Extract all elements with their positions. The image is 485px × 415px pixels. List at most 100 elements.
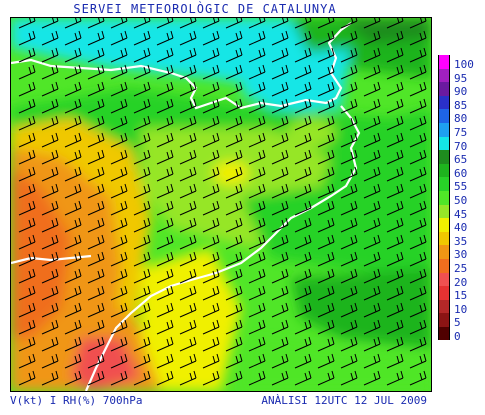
- wind-barb: [64, 302, 82, 318]
- wind-barb: [64, 64, 82, 80]
- wind-barb: [317, 336, 335, 352]
- wind-barb: [202, 47, 220, 63]
- wind-barb: [64, 353, 82, 369]
- wind-barb: [363, 47, 381, 63]
- wind-barb: [409, 30, 427, 46]
- wind-barb: [225, 115, 243, 131]
- wind-barb: [225, 336, 243, 352]
- wind-barb: [110, 319, 128, 335]
- wind-barb: [202, 319, 220, 335]
- wind-barb: [64, 268, 82, 284]
- field-65: [341, 18, 431, 43]
- wind-barb: [64, 183, 82, 199]
- wind-barb: [248, 81, 266, 97]
- legend-swatch: [438, 150, 450, 164]
- wind-barb: [340, 149, 358, 165]
- wind-barb: [386, 285, 404, 301]
- wind-barb: [87, 200, 105, 216]
- wind-barb: [18, 302, 36, 318]
- wind-barb: [271, 353, 289, 369]
- wind-barb: [363, 18, 381, 29]
- wind-barb: [340, 319, 358, 335]
- wind-barb: [317, 47, 335, 63]
- wind-barb: [409, 268, 427, 284]
- wind-barb: [110, 132, 128, 148]
- wind-barb: [317, 98, 335, 114]
- wind-barb: [271, 149, 289, 165]
- wind-barb: [133, 30, 151, 46]
- wind-barb: [363, 64, 381, 80]
- wind-barb: [41, 200, 59, 216]
- wind-barb: [271, 81, 289, 97]
- wind-barb: [179, 302, 197, 318]
- wind-barb: [110, 30, 128, 46]
- legend-label: 70: [454, 139, 468, 153]
- wind-barb: [18, 18, 36, 29]
- wind-barb: [294, 166, 312, 182]
- wind-barb: [87, 217, 105, 233]
- wind-barb: [409, 319, 427, 335]
- wind-barb: [409, 336, 427, 352]
- wind-barb: [87, 149, 105, 165]
- legend-swatch: [438, 68, 450, 83]
- wind-barb: [225, 30, 243, 46]
- wind-barb: [156, 47, 174, 63]
- wind-barb: [41, 251, 59, 267]
- wind-barb: [386, 319, 404, 335]
- wind-barb: [225, 183, 243, 199]
- legend-label: 15: [454, 289, 468, 303]
- wind-barb: [202, 132, 220, 148]
- wind-barb: [202, 268, 220, 284]
- wind-barb: [18, 336, 36, 352]
- wind-barb: [64, 217, 82, 233]
- wind-barb: [179, 30, 197, 46]
- wind-barb: [248, 98, 266, 114]
- wind-barb: [386, 268, 404, 284]
- wind-barb: [133, 217, 151, 233]
- wind-barb: [248, 149, 266, 165]
- wind-barb: [133, 115, 151, 131]
- wind-barb: [41, 98, 59, 114]
- wind-barb: [41, 115, 59, 131]
- legend-swatch: [438, 190, 450, 205]
- wind-barb: [179, 166, 197, 182]
- wind-barb: [248, 370, 266, 386]
- wind-barb: [409, 98, 427, 114]
- wind-barb: [317, 217, 335, 233]
- wind-barb: [363, 98, 381, 114]
- wind-barb: [294, 64, 312, 80]
- wind-barb: [18, 64, 36, 80]
- wind-barb: [18, 234, 36, 250]
- wind-barb: [294, 370, 312, 386]
- wind-barb: [386, 302, 404, 318]
- wind-barb: [294, 234, 312, 250]
- legend-swatch: [438, 55, 450, 69]
- wind-barb: [202, 217, 220, 233]
- wind-barb: [340, 98, 358, 114]
- wind-barb: [41, 64, 59, 80]
- wind-barb: [64, 115, 82, 131]
- wind-barb: [18, 285, 36, 301]
- wind-barb: [409, 234, 427, 250]
- wind-barb: [179, 217, 197, 233]
- wind-barb: [87, 132, 105, 148]
- wind-barb: [87, 30, 105, 46]
- legend-label: 75: [454, 125, 468, 139]
- wind-barb: [294, 302, 312, 318]
- wind-barb: [317, 285, 335, 301]
- wind-barb: [110, 18, 128, 29]
- wind-barb: [202, 115, 220, 131]
- wind-barb: [363, 149, 381, 165]
- legend-swatch: [438, 136, 450, 151]
- wind-barb: [409, 302, 427, 318]
- wind-barb: [156, 132, 174, 148]
- wind-barb: [133, 353, 151, 369]
- wind-barb: [340, 353, 358, 369]
- wind-barb: [133, 336, 151, 352]
- wind-barb: [271, 302, 289, 318]
- wind-barb: [271, 166, 289, 182]
- wind-barb: [248, 115, 266, 131]
- wind-barb: [133, 18, 151, 29]
- wind-barb: [225, 98, 243, 114]
- wind-barb: [156, 251, 174, 267]
